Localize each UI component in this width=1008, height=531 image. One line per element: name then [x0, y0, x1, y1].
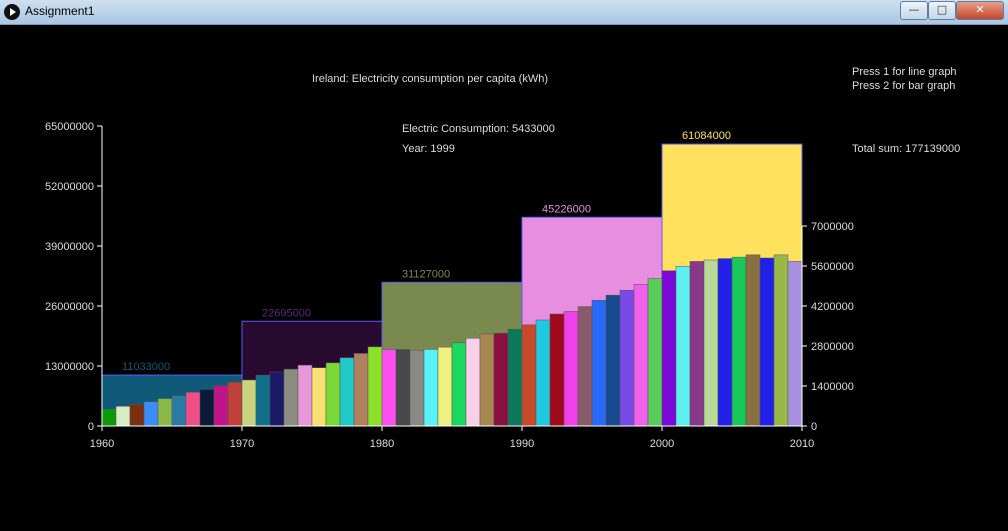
right-y-tick-label: 1400000	[811, 381, 854, 393]
year-bar-1967	[199, 389, 215, 427]
window-title: Assignment1	[25, 4, 95, 18]
year-bar-1963	[143, 401, 159, 427]
instruction-line-graph: Press 1 for line graph	[852, 66, 957, 78]
x-tick-label: 2010	[790, 438, 814, 450]
left-y-tick-label: 0	[88, 421, 94, 433]
year-bar-1995	[591, 300, 607, 427]
year-bar-1992	[549, 313, 565, 427]
year-bar-1980	[381, 349, 397, 427]
left-y-tick-label: 52000000	[45, 181, 94, 193]
year-bar-1988	[493, 332, 509, 427]
year-bar-1996	[605, 294, 621, 427]
year-bar-1977	[339, 357, 355, 427]
right-y-tick-label: 5600000	[811, 261, 854, 273]
year-bar-1997	[619, 290, 635, 427]
left-y-tick-label: 26000000	[45, 301, 94, 313]
year-bar-2003	[703, 259, 719, 427]
info-year: Year: 1999	[402, 143, 455, 155]
year-bar-1991	[535, 319, 551, 427]
year-bar-1970	[241, 379, 257, 427]
year-bar-1981	[395, 349, 411, 427]
decade-sum-label-1960: 11033000	[122, 361, 170, 373]
year-bar-1989	[507, 328, 523, 427]
year-bar-2009	[787, 261, 803, 427]
x-tick-label: 1970	[230, 438, 254, 450]
instruction-bar-graph: Press 2 for bar graph	[852, 80, 955, 92]
year-bar-1976	[325, 362, 341, 427]
total-sum: Total sum: 177139000	[852, 143, 960, 155]
year-bar-1982	[409, 350, 425, 427]
year-bar-1999	[647, 278, 663, 427]
year-bar-1984	[437, 346, 453, 427]
chart-title: Ireland: Electricity consumption per cap…	[312, 73, 548, 85]
year-bar-1979	[367, 346, 383, 427]
sketch-canvas[interactable]: Ireland: Electricity consumption per cap…	[2, 25, 1006, 527]
year-bar-1987	[479, 333, 495, 427]
decade-sum-label-2000: 61084000	[682, 130, 731, 142]
year-bar-1985	[451, 342, 467, 427]
decade-sum-label-1980: 31127000	[402, 268, 450, 280]
year-bar-1994	[577, 306, 593, 427]
year-bar-2005	[731, 256, 747, 427]
year-bar-1993	[563, 311, 579, 427]
year-bar-1975	[311, 367, 327, 427]
year-bar-1983	[423, 349, 439, 427]
right-y-tick-label: 4200000	[811, 301, 854, 313]
right-y-tick-label: 2800000	[811, 341, 854, 353]
year-bar-1961	[115, 406, 131, 427]
year-bar-2008	[773, 254, 789, 427]
year-bar-2001	[675, 266, 691, 427]
year-bar-1965	[171, 395, 187, 427]
chart-svg: Ireland: Electricity consumption per cap…	[45, 66, 960, 450]
year-bar-1966	[185, 392, 201, 427]
year-bar-1962	[129, 404, 145, 427]
window-titlebar[interactable]: Assignment1 — □ ✕	[0, 0, 1008, 25]
year-bar-2006	[745, 254, 761, 427]
left-y-tick-label: 65000000	[45, 121, 94, 133]
decade-sum-label-1970: 22695000	[262, 307, 311, 319]
info-consumption: Electric Consumption: 5433000	[402, 123, 555, 135]
year-bar-1998	[633, 284, 649, 427]
right-y-tick-label: 0	[811, 421, 817, 433]
left-y-tick-label: 13000000	[45, 361, 94, 373]
app-icon	[4, 4, 20, 20]
maximize-button[interactable]: □	[928, 1, 956, 20]
decade-sum-label-1990: 45226000	[542, 203, 591, 215]
year-bar-2002	[689, 261, 705, 427]
year-bar-1968	[213, 385, 229, 427]
year-bar-1973	[283, 368, 299, 427]
x-tick-label: 1960	[90, 438, 114, 450]
left-y-tick-label: 39000000	[45, 241, 94, 253]
year-bar-1978	[353, 353, 369, 427]
year-bar-1960	[101, 408, 117, 427]
right-y-tick-label: 7000000	[811, 221, 854, 233]
year-bar-2000	[661, 270, 677, 427]
close-button[interactable]: ✕	[956, 1, 1004, 20]
year-bar-1969	[227, 382, 243, 427]
x-tick-label: 1990	[510, 438, 534, 450]
year-bar-1974	[297, 364, 313, 427]
year-bar-1971	[255, 374, 271, 427]
x-tick-label: 1980	[370, 438, 394, 450]
year-bar-2007	[759, 257, 775, 427]
year-bar-1972	[269, 371, 285, 427]
year-bar-2004	[717, 258, 733, 427]
year-bar-1990	[521, 324, 537, 427]
year-bar-1964	[157, 398, 173, 427]
year-bar-1986	[465, 338, 481, 427]
x-tick-label: 2000	[650, 438, 674, 450]
minimize-button[interactable]: —	[900, 1, 928, 20]
